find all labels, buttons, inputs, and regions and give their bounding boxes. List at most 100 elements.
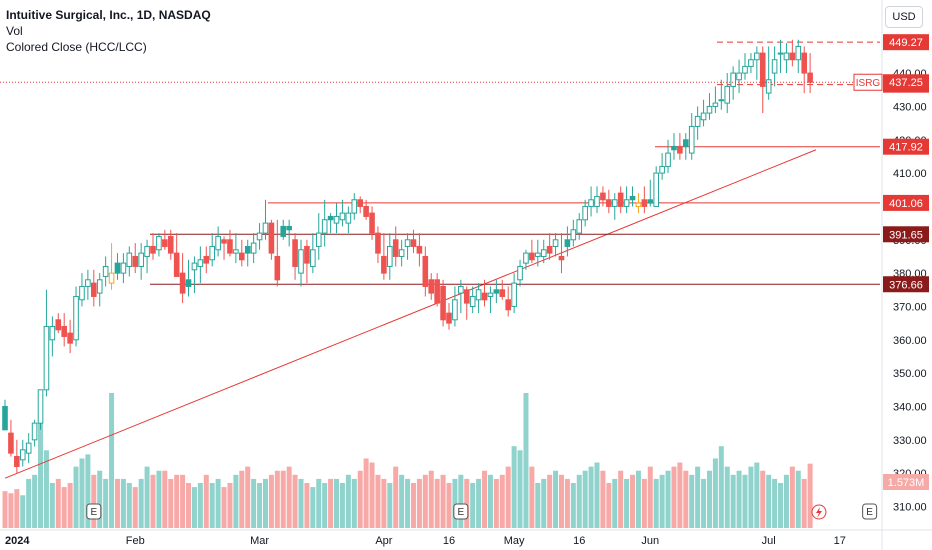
- flash-bolt: [816, 507, 822, 518]
- candle-body: [683, 139, 689, 147]
- candle-body: [653, 172, 660, 207]
- candle-body: [647, 199, 654, 204]
- candle-body: [446, 312, 452, 324]
- candle-body: [14, 455, 20, 467]
- candle-body: [108, 272, 115, 284]
- earnings-marker-icon[interactable]: E: [453, 503, 469, 520]
- volume-bar: [85, 454, 91, 528]
- candle-body: [298, 249, 304, 274]
- volume-bar: [381, 478, 387, 528]
- volume-bar: [446, 483, 452, 528]
- candle-body: [594, 195, 600, 207]
- volume-bar: [38, 397, 44, 528]
- x-tick-label: 17: [834, 535, 846, 547]
- earnings-marker-icon[interactable]: E: [86, 503, 102, 520]
- earnings-marker-icon[interactable]: E: [862, 503, 878, 520]
- level-price-tag: [883, 276, 929, 293]
- x-tick-label: 16: [573, 535, 585, 547]
- volume-bar: [357, 470, 363, 528]
- volume-bar: [405, 478, 411, 528]
- candle-body: [321, 219, 328, 234]
- y-tick-label: 410.00: [893, 168, 927, 180]
- candle-body: [688, 125, 695, 154]
- candle-body: [73, 295, 79, 341]
- volume-bar: [801, 478, 807, 528]
- candle-body: [150, 245, 156, 254]
- earnings-badge-label: E: [90, 507, 97, 518]
- volume-bar: [795, 470, 801, 528]
- y-tick-label: 310.00: [893, 501, 927, 513]
- volume-bar: [748, 466, 754, 528]
- volume-bar: [695, 466, 701, 528]
- volume-bar: [624, 478, 630, 528]
- volume-bar: [239, 470, 245, 528]
- candle-body: [641, 199, 648, 207]
- candle-body: [357, 199, 363, 207]
- candle-body: [659, 165, 665, 174]
- volume-bar: [280, 470, 286, 528]
- candle-body: [481, 292, 488, 301]
- candle-body: [463, 289, 470, 304]
- y-tick-label: 350.00: [893, 368, 927, 380]
- volume-bar: [144, 466, 150, 528]
- candle-body: [600, 192, 606, 201]
- candle-body: [635, 202, 642, 207]
- volume-bar: [73, 466, 79, 528]
- level-price-label: 391.65: [889, 229, 923, 241]
- volume-bar: [470, 483, 476, 528]
- candle-body: [422, 255, 429, 287]
- volume-bar: [375, 474, 381, 528]
- volume-bar: [718, 446, 724, 528]
- candle-body: [2, 405, 8, 431]
- currency-button[interactable]: USD: [885, 6, 923, 28]
- candle-body: [55, 319, 62, 331]
- volume-bar: [322, 483, 328, 528]
- volume-bar: [570, 483, 576, 528]
- volume-bar: [245, 466, 251, 528]
- candle-body: [274, 255, 281, 281]
- candle-body: [120, 262, 127, 274]
- candle-body: [777, 52, 784, 55]
- candle-body: [564, 239, 571, 247]
- candle-body: [736, 72, 742, 81]
- volume-bar: [576, 474, 582, 528]
- flash-event-icon[interactable]: [811, 504, 827, 520]
- earnings-badge: [86, 503, 102, 520]
- candle-body: [428, 279, 435, 294]
- volume-bar: [49, 483, 55, 528]
- x-tick-label: 2024: [5, 535, 30, 547]
- candle-body: [25, 442, 32, 454]
- volume-bar: [387, 483, 393, 528]
- candle-body: [416, 245, 423, 254]
- x-tick-label: Apr: [375, 535, 392, 547]
- earnings-badge-label: E: [866, 507, 873, 518]
- candle-body: [310, 249, 316, 267]
- candle-body: [783, 52, 790, 61]
- candle-body: [304, 245, 310, 264]
- candle-body: [191, 262, 198, 271]
- volume-bar: [553, 470, 559, 528]
- volume-bar: [487, 474, 493, 528]
- candle-body: [748, 59, 754, 67]
- volume-bar: [701, 478, 707, 528]
- volume-bar: [588, 466, 594, 528]
- volume-bar: [120, 478, 126, 528]
- candle-body: [712, 102, 719, 107]
- colored-close-indicator-label[interactable]: Colored Close (HCC/LCC): [6, 40, 147, 54]
- volume-bar: [156, 470, 162, 528]
- symbol-title[interactable]: Intuitive Surgical, Inc., 1D, NASDAQ: [6, 8, 211, 22]
- volume-bar: [706, 470, 712, 528]
- y-tick-label: 370.00: [893, 301, 927, 313]
- volume-bar: [772, 478, 778, 528]
- volume-bar: [393, 466, 399, 528]
- candle-body: [369, 212, 375, 234]
- volume-bar: [547, 474, 553, 528]
- candle-body: [85, 279, 91, 287]
- candle-body: [523, 252, 529, 264]
- candle-body: [718, 99, 725, 102]
- symbol-tag: [853, 73, 883, 91]
- level-price-label: 376.66: [889, 279, 923, 291]
- candle-body: [629, 195, 636, 201]
- volume-indicator-label[interactable]: Vol: [6, 24, 23, 38]
